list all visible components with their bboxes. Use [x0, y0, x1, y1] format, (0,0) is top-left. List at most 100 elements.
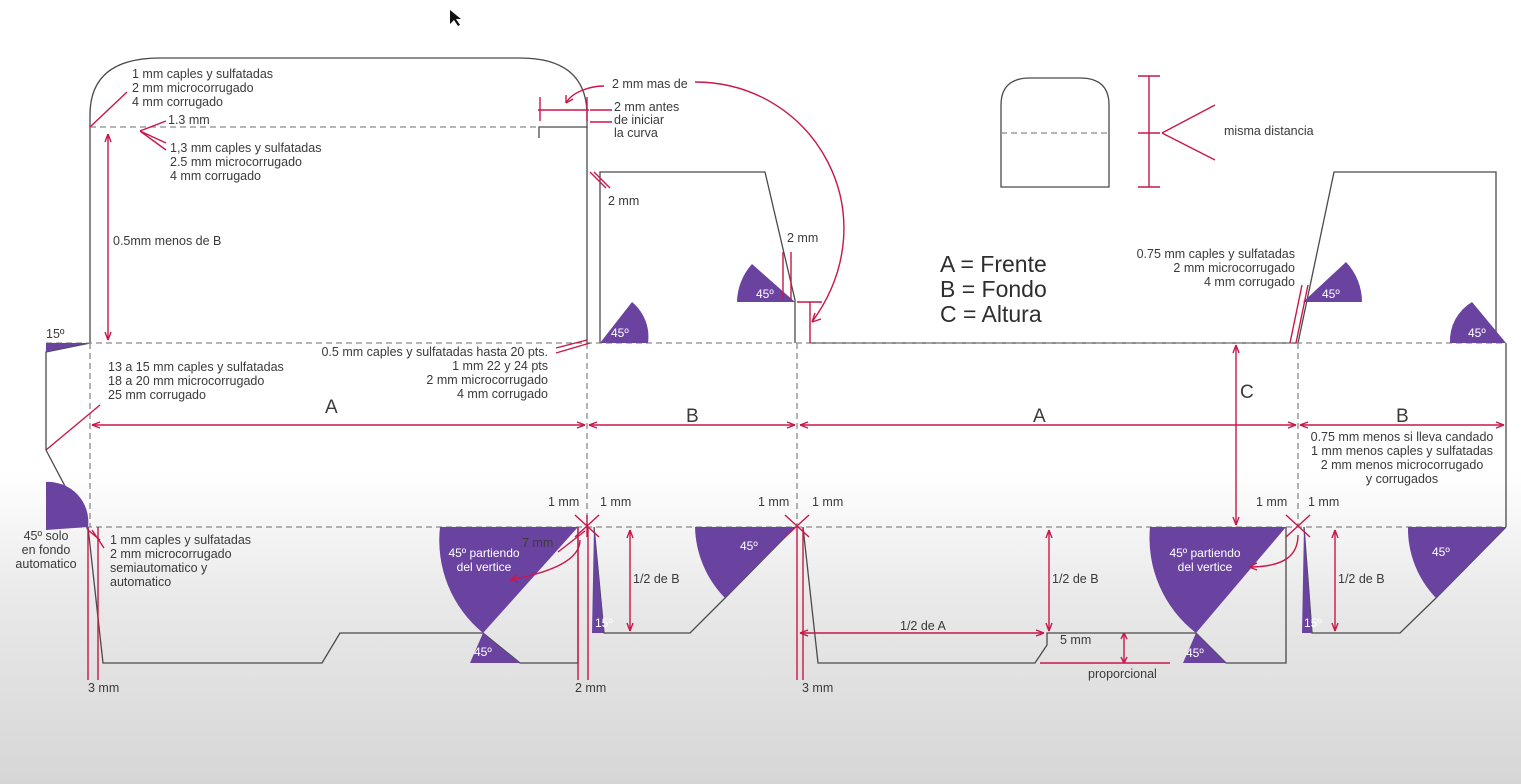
label-1mm-c: 1 mm [758, 495, 789, 509]
note-glue-offset-3: 2 mm microcorrugado [426, 373, 548, 387]
note-right-dust-3: 4 mm corrugado [1204, 275, 1295, 289]
label-b2: B [1396, 406, 1409, 427]
legend-b: B = Fondo [940, 276, 1047, 302]
label-a1: A [325, 397, 338, 418]
label-3mm-mid: 3 mm [802, 681, 833, 695]
note-last-b-4: y corrugados [1366, 472, 1438, 486]
label-a2: A [1033, 406, 1046, 427]
note-glue-offset-2: 1 mm 22 y 24 pts [452, 359, 548, 373]
note-partiendo-1a: 45º partiendo [448, 546, 519, 560]
note-2mm-tab: 2 mm [787, 231, 818, 245]
inset-flap [1000, 77, 1110, 188]
bottom-flap-a1 [87, 526, 579, 664]
wedge-45-top1 [600, 302, 649, 343]
dust-flap-left [599, 171, 796, 343]
wedge-45-bottom-a1 [439, 527, 578, 633]
note-last-b-3: 2 mm menos microcorrugado [1321, 458, 1484, 472]
wedge-45-bottom-a2 [1149, 527, 1286, 633]
wedge-label-15-b1: 15º [595, 616, 613, 630]
wedge-label-top2: 45º [1468, 326, 1486, 340]
note-glue-tab-2: 18 a 20 mm microcorrugado [108, 374, 264, 388]
note-last-b-2: 1 mm menos caples y sulfatadas [1311, 444, 1493, 458]
wedge-45-dust2 [1303, 262, 1362, 302]
note-partiendo-2b: del vertice [1178, 560, 1233, 574]
note-glue-tab-3: 25 mm corrugado [108, 388, 206, 402]
wedge-label-b2: 45º [1432, 545, 1450, 559]
wedge-label-top1: 45º [611, 326, 629, 340]
bottom-flap-b2 [1303, 526, 1507, 634]
note-last-b-1: 0.75 mm menos si lleva candado [1311, 430, 1494, 444]
note-antes-3: la curva [614, 126, 658, 140]
note-solo-fondo-2: en fondo [22, 543, 71, 557]
note-misma-distancia: misma distancia [1224, 124, 1314, 138]
note-glue-offset-4: 4 mm corrugado [457, 387, 548, 401]
note-mas-de: 2 mm mas de [612, 77, 688, 91]
note-solo-fondo-3: automatico [15, 557, 76, 571]
note-glue-tab-1: 13 a 15 mm caples y sulfatadas [108, 360, 284, 374]
leader-lines [45, 75, 1309, 553]
wedge-label-a1-small: 45º [474, 645, 492, 659]
label-halfb-2: 1/2 de B [1052, 572, 1099, 586]
wedge-label-b1: 45º [740, 539, 758, 553]
curved-arrow-2mm-mas [694, 81, 845, 323]
note-partiendo-1b: del vertice [457, 560, 512, 574]
label-1mm-d: 1 mm [812, 495, 843, 509]
note-bottom-left-3: semiautomatico y [110, 561, 208, 575]
label-1mm-a: 1 mm [548, 495, 579, 509]
note-antes-1: 2 mm antes [614, 100, 679, 114]
note-dust-offset-1: 1,3 mm caples y sulfatadas [170, 141, 321, 155]
bottom-flap-a2 [802, 526, 1287, 664]
wedge-label-dust1: 45º [756, 287, 774, 301]
dust-flap-right [1297, 171, 1497, 344]
label-b1: B [686, 406, 699, 427]
label-5mm: 5 mm [1060, 633, 1091, 647]
note-top-flap-1: 1 mm caples y sulfatadas [132, 67, 273, 81]
label-15-left: 15º [46, 327, 65, 341]
wedge-label-15-b2: 15º [1304, 616, 1322, 630]
wedge-45-b1 [695, 527, 795, 598]
label-c: C [1240, 382, 1254, 403]
legend-c: C = Altura [940, 301, 1042, 327]
wedge-15-b1 [592, 527, 604, 633]
wedge-45-b2 [1407, 527, 1506, 598]
curved-arrow-vertice-1 [509, 539, 581, 581]
wedge-45-top2 [1449, 302, 1506, 343]
wedge-45-bottom-a2-small [1183, 633, 1226, 663]
note-1-3mm: 1.3 mm [168, 113, 210, 127]
wedge-15-left [46, 343, 88, 352]
note-top-flap-3: 4 mm corrugado [132, 95, 223, 109]
curved-arrow-vertice-2 [1248, 534, 1299, 568]
dim-1mm-crosses [574, 514, 1311, 538]
label-1mm-b: 1 mm [600, 495, 631, 509]
wedge-label-dust2: 45º [1322, 287, 1340, 301]
note-bottom-left-4: automatico [110, 575, 171, 589]
note-partiendo-2a: 45º partiendo [1169, 546, 1240, 560]
label-proporcional: proporcional [1088, 667, 1157, 681]
note-half-less-b: 0.5mm menos de B [113, 234, 221, 248]
label-halfa: 1/2 de A [900, 619, 947, 633]
note-antes-2: de iniciar [614, 113, 664, 127]
wedge-45-dust1 [737, 264, 795, 302]
label-halfb-1: 1/2 de B [633, 572, 680, 586]
note-2mm-dust: 2 mm [608, 194, 639, 208]
note-bottom-left-2: 2 mm microcorrugado [110, 547, 232, 561]
note-top-flap-2: 2 mm microcorrugado [132, 81, 254, 95]
legend-a: A = Frente [940, 251, 1047, 277]
note-dust-offset-2: 2.5 mm microcorrugado [170, 155, 302, 169]
curved-arrow-antes [565, 85, 605, 104]
dim-arrowheads [91, 421, 1505, 429]
label-2mm-bottom: 2 mm [575, 681, 606, 695]
label-halfb-3: 1/2 de B [1338, 572, 1385, 586]
label-3mm-left: 3 mm [88, 681, 119, 695]
wedge-label-a2-small: 45º [1186, 646, 1204, 660]
note-dust-offset-3: 4 mm corrugado [170, 169, 261, 183]
mouse-cursor-icon [450, 10, 461, 26]
label-1mm-f: 1 mm [1308, 495, 1339, 509]
label-1mm-e: 1 mm [1256, 495, 1287, 509]
wedge-45-bottom-a1-small [470, 633, 520, 663]
note-bottom-left-1: 1 mm caples y sulfatadas [110, 533, 251, 547]
wedge-45-glue [46, 481, 89, 530]
wedge-15-b2 [1302, 527, 1312, 633]
